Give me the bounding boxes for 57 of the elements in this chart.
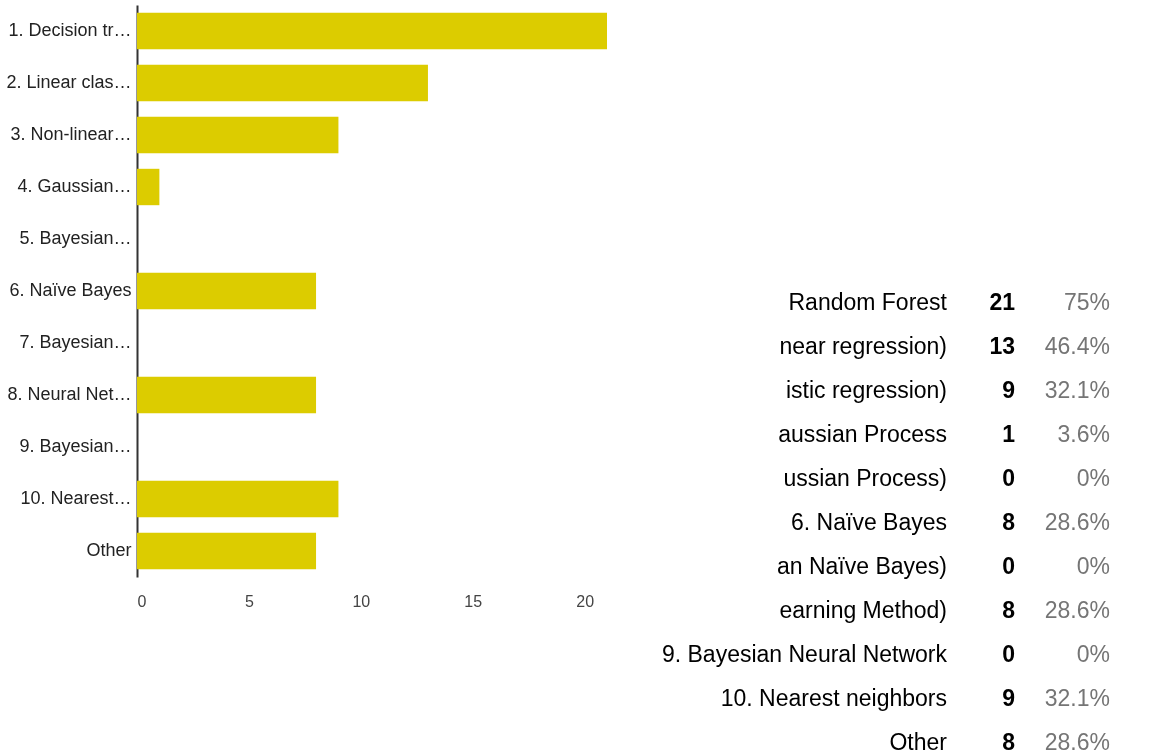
data-label: 8 bbox=[1002, 597, 1016, 623]
data-label: 0 bbox=[1002, 465, 1015, 491]
text: 28.6% bbox=[1044, 729, 1110, 755]
category-label: 10. Nearest neighbors bbox=[720, 685, 947, 711]
x-tick-label: 0 bbox=[137, 592, 147, 610]
data-label: 8 bbox=[1002, 509, 1016, 535]
y-tick-label: 8. Neural Net… bbox=[7, 384, 132, 404]
text: 75% bbox=[1063, 289, 1110, 315]
y-tick-label: 10. Nearest… bbox=[20, 488, 132, 508]
y-tick-label: 4. Gaussian… bbox=[17, 176, 132, 196]
bar bbox=[137, 168, 160, 206]
text: 32.1% bbox=[1044, 377, 1110, 403]
text: 32.1% bbox=[1044, 685, 1110, 711]
category-label: near regression) bbox=[779, 333, 947, 359]
category-label: Random Forest bbox=[788, 289, 948, 315]
y-tick-label: 3. Non-linear… bbox=[10, 124, 132, 144]
y-tick-label: 7. Bayesian… bbox=[19, 332, 132, 352]
category-label: earning Method) bbox=[779, 597, 947, 623]
text: 0% bbox=[1076, 465, 1110, 491]
bar bbox=[137, 376, 317, 414]
data-label: 9 bbox=[1002, 685, 1015, 711]
text: 3.6% bbox=[1057, 421, 1110, 447]
y-tick-label: 2. Linear clas… bbox=[6, 72, 132, 92]
bar bbox=[137, 116, 339, 154]
text: 0% bbox=[1076, 553, 1110, 579]
y-tick-label: Other bbox=[86, 540, 132, 560]
data-label: 8 bbox=[1002, 729, 1016, 755]
text: 46.4% bbox=[1044, 333, 1110, 359]
text: 28.6% bbox=[1044, 509, 1110, 535]
y-tick-label: 6. Naïve Bayes bbox=[9, 280, 132, 300]
bar bbox=[137, 64, 428, 102]
category-label: ussian Process) bbox=[783, 465, 947, 491]
y-tick-label: 9. Bayesian… bbox=[19, 436, 132, 456]
x-tick-label: 15 bbox=[464, 592, 483, 610]
category-label: 9. Bayesian Neural Network bbox=[661, 641, 948, 667]
data-label: 0 bbox=[1002, 553, 1015, 579]
y-tick-label: 1. Decision tr… bbox=[8, 20, 132, 40]
bar bbox=[137, 532, 317, 570]
bar bbox=[137, 480, 339, 518]
data-label: 1 bbox=[1002, 421, 1016, 447]
category-label: Other bbox=[889, 729, 948, 755]
category-label: 6. Naïve Bayes bbox=[791, 509, 947, 535]
y-tick-label: 5. Bayesian… bbox=[19, 228, 132, 248]
category-label: an Naïve Bayes) bbox=[776, 553, 947, 579]
data-label: 21 bbox=[989, 289, 1016, 315]
category-label: istic regression) bbox=[785, 377, 947, 403]
text: 28.6% bbox=[1044, 597, 1110, 623]
x-tick-label: 10 bbox=[352, 592, 371, 610]
category-label: aussian Process bbox=[778, 421, 947, 447]
data-label: 9 bbox=[1002, 377, 1015, 403]
text: 0% bbox=[1076, 641, 1110, 667]
data-label: 13 bbox=[989, 333, 1015, 359]
bar bbox=[137, 12, 607, 50]
data-label: 0 bbox=[1002, 641, 1015, 667]
x-tick-label: 5 bbox=[244, 592, 254, 610]
bar bbox=[137, 272, 317, 310]
x-tick-label: 20 bbox=[576, 592, 595, 610]
